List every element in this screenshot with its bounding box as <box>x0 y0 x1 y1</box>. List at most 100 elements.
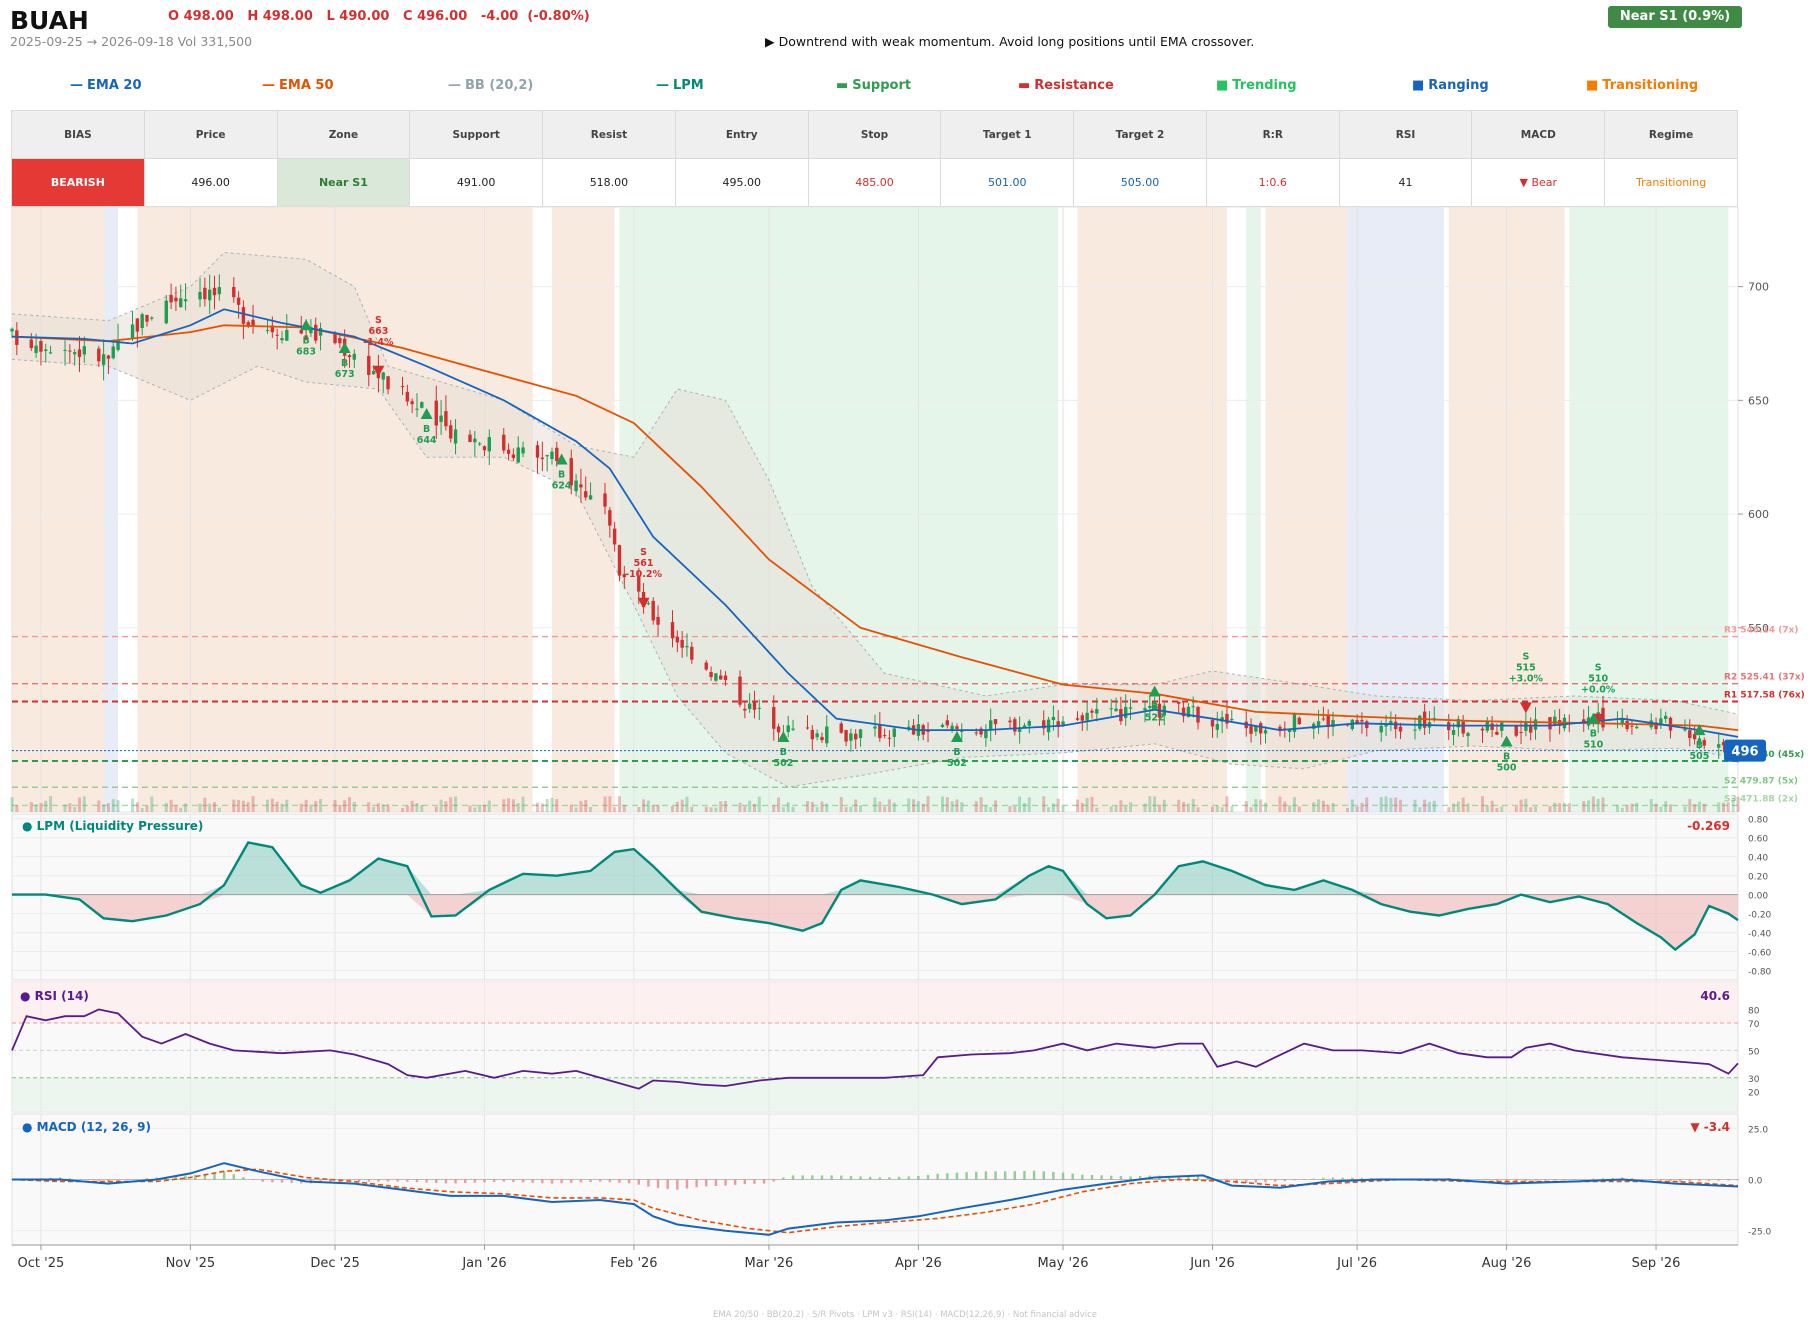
macd-histogram-bar <box>222 1171 226 1180</box>
stats-header-entry: Entry <box>674 110 809 159</box>
price-tick-label: 550 <box>1748 622 1769 635</box>
date-range-volume: 2025-09-25 → 2026-09-18 Vol 331,500 <box>10 34 253 49</box>
volume-bar <box>719 801 723 812</box>
volume-bar <box>1466 803 1470 812</box>
candle-body <box>1654 722 1658 730</box>
sell-signal-icon <box>1519 702 1532 714</box>
macd-histogram-bar <box>261 1179 264 1182</box>
candle-body <box>1418 715 1422 729</box>
buy-signal-icon <box>1693 724 1706 736</box>
volume-bar <box>135 802 139 812</box>
candle-body <box>1258 723 1263 734</box>
stats-header-row: BIAS Price Zone Support Resist Entry Stop Targe… <box>11 110 1738 159</box>
volume-bar <box>1331 802 1335 812</box>
macd-histogram-bar <box>1071 1173 1074 1180</box>
candle-body <box>535 445 540 458</box>
volume-bar <box>555 799 559 812</box>
volume-bar <box>1654 803 1658 812</box>
candle-body <box>1533 719 1538 730</box>
candle-body <box>1692 733 1697 740</box>
candle-body <box>251 319 255 327</box>
macd-histogram-bar <box>1322 1177 1325 1180</box>
legend-label: EMA 20 <box>87 78 142 93</box>
volume-bar <box>106 803 110 812</box>
macd-histogram-bar <box>820 1175 824 1180</box>
stats-value-target-2: 505.00 <box>1073 158 1207 207</box>
lpm-tick-label: 0.40 <box>1748 854 1768 864</box>
candle-body <box>318 328 323 336</box>
volume-bar <box>434 806 438 812</box>
macd-histogram-bar <box>753 1179 756 1184</box>
macd-histogram-bar <box>888 1177 891 1180</box>
volume-bar <box>299 803 303 812</box>
volume-bar <box>656 804 660 812</box>
buy-signal-label: 502 <box>773 758 793 769</box>
candle-body <box>1152 705 1157 709</box>
buy-signal-label: B <box>1590 729 1597 740</box>
candle-body <box>569 458 573 486</box>
macd-histogram-bar <box>772 1179 775 1182</box>
candle-body <box>1721 742 1726 746</box>
volume-bar <box>1196 807 1200 812</box>
candle-body <box>743 708 747 711</box>
price-tick-label: 600 <box>1748 508 1769 521</box>
candle-body <box>617 545 622 576</box>
candle-body <box>1056 721 1060 728</box>
candle-body <box>656 616 660 625</box>
volume-bar <box>584 799 588 812</box>
volume-bar <box>1625 805 1629 812</box>
candle-body <box>97 348 101 362</box>
volume-bar <box>960 802 964 812</box>
candle-body <box>1635 726 1639 729</box>
volume-bar <box>569 804 573 812</box>
candle-body <box>241 307 246 324</box>
volume-bar <box>844 807 848 812</box>
volume-bar <box>1360 802 1364 812</box>
legend-item-ema-50: — EMA 50 <box>262 78 334 93</box>
candle-body <box>926 730 930 732</box>
macd-histogram-bar <box>1698 1179 1701 1182</box>
volume-bar <box>974 801 978 812</box>
candle-body <box>1398 726 1403 732</box>
macd-histogram-bar <box>840 1175 843 1180</box>
candle-body <box>878 724 882 739</box>
candle-body <box>1225 713 1229 724</box>
volume-bar <box>1254 799 1258 812</box>
legend-swatch-icon: — <box>262 78 275 93</box>
volume-bar <box>198 803 202 812</box>
volume-bar <box>1601 797 1605 812</box>
volume-bar <box>386 804 390 812</box>
volume-bar <box>102 804 106 812</box>
volume-bar <box>859 805 863 812</box>
volume-bar <box>892 802 896 812</box>
macd-histogram-bar <box>676 1179 679 1190</box>
macd-histogram-bar <box>68 1178 72 1180</box>
macd-histogram-bar <box>1669 1179 1672 1182</box>
volume-bar <box>314 801 318 812</box>
candle-body <box>1080 715 1085 721</box>
volume-bar <box>724 801 728 812</box>
volume-bar <box>367 802 371 812</box>
volume-bar <box>1114 805 1118 812</box>
volume-bar <box>613 807 617 812</box>
sell-signal-label: S <box>375 315 382 326</box>
volume-bar <box>1427 801 1431 812</box>
stats-header-rsi: RSI <box>1338 110 1473 159</box>
sr-level-label: R3 546.14 (7x) <box>1724 626 1798 636</box>
volume-bar <box>1129 802 1133 812</box>
sell-signal-label: S <box>1522 651 1529 662</box>
candle-body <box>555 447 559 462</box>
macd-histogram-bar <box>1717 1179 1720 1181</box>
candle-body <box>275 334 279 336</box>
macd-histogram-bar <box>116 1179 120 1181</box>
candle-body <box>1456 718 1461 728</box>
macd-histogram-bar <box>714 1179 718 1187</box>
buy-signal-label: B <box>1696 740 1703 751</box>
macd-histogram-bar <box>107 1179 110 1182</box>
chart-area: 550 600 650 700 R3 546.14 (7x) R2 525.41 (37x… <box>10 206 1805 1271</box>
stats-table: BIAS Price Zone Support Resist Entry Stop Targe… <box>11 110 1738 207</box>
volume-bar <box>637 807 641 812</box>
volume-bar <box>1669 804 1673 812</box>
candle-body <box>516 447 520 463</box>
volume-bar <box>1659 806 1663 812</box>
